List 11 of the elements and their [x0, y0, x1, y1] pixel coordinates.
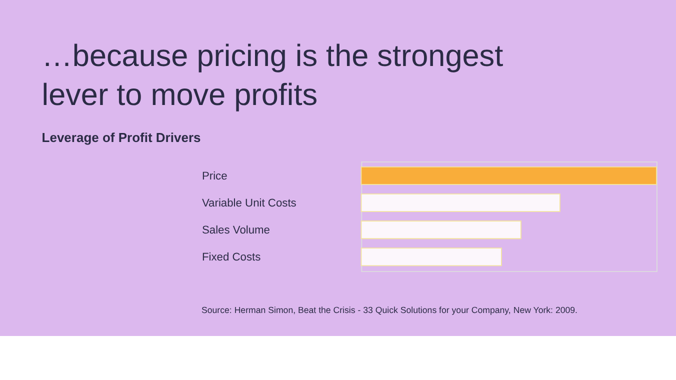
- y-tick-label: Variable Unit Costs: [202, 197, 297, 210]
- text: Leverage of Profit Drivers: [42, 130, 201, 145]
- y-tick-label: Fixed Costs: [202, 252, 262, 264]
- y-tick-label: Sales Volume: [202, 224, 270, 237]
- bar: [360, 248, 502, 266]
- chart-title: …because pricing is the strongest lever to move profits: [42, 38, 504, 112]
- bar: [360, 220, 522, 240]
- y-tick-label: Price: [202, 170, 228, 182]
- source-note: Source: Herman Simon, Beat the Crisis - 33 Quick Solutions for your Company, New York: 2009.: [202, 304, 578, 315]
- bar: [360, 166, 657, 185]
- bar: [360, 194, 560, 212]
